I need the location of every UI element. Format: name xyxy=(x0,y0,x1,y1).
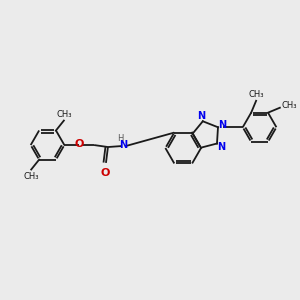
Text: N: N xyxy=(217,142,225,152)
Text: CH₃: CH₃ xyxy=(56,110,72,118)
Text: O: O xyxy=(100,168,110,178)
Text: CH₃: CH₃ xyxy=(282,101,297,110)
Text: N: N xyxy=(197,112,206,122)
Text: O: O xyxy=(74,139,84,149)
Text: N: N xyxy=(218,120,226,130)
Text: CH₃: CH₃ xyxy=(248,90,264,99)
Text: N: N xyxy=(119,140,127,150)
Text: H: H xyxy=(117,134,123,142)
Text: CH₃: CH₃ xyxy=(23,172,39,181)
